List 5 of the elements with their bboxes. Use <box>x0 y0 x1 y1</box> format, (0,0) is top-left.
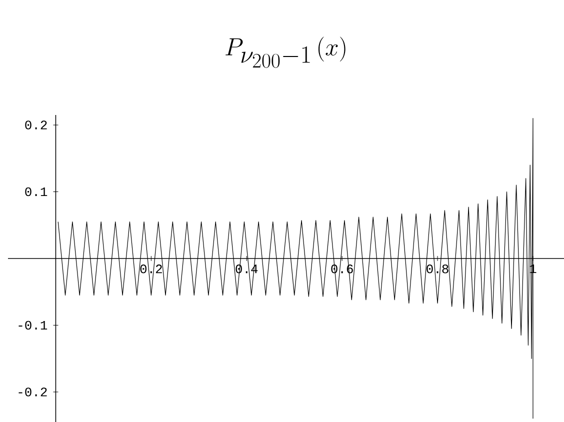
y-tick-label: 0.2 <box>25 120 47 130</box>
chart-title: $P_{\nu_{200}-1}\left(x\right)$ <box>226 36 346 68</box>
y-tick-label: -0.2 <box>18 388 47 396</box>
y-tick-label: -0.1 <box>18 320 48 330</box>
y-tick-label: 0.1 <box>25 187 48 196</box>
